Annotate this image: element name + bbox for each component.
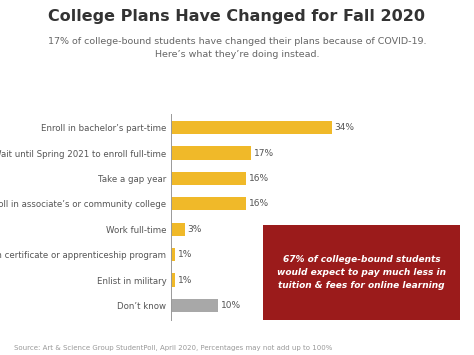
Text: 3%: 3% [188, 225, 202, 234]
Text: 17%: 17% [254, 148, 274, 158]
Text: Source: Art & Science Group StudentPoll, April 2020, Percentages may not add up : Source: Art & Science Group StudentPoll,… [14, 345, 333, 351]
Text: 67% of college-bound students
would expect to pay much less in
tuition & fees fo: 67% of college-bound students would expe… [277, 255, 446, 290]
Bar [171, 197, 246, 211]
Text: 1%: 1% [178, 275, 192, 285]
Text: 34%: 34% [335, 123, 355, 132]
Bar [171, 121, 332, 134]
Bar [171, 299, 218, 312]
Bar [171, 273, 175, 287]
Text: 17% of college-bound students have changed their plans because of COVID-19.
Here: 17% of college-bound students have chang… [48, 37, 426, 59]
Text: College Plans Have Changed for Fall 2020: College Plans Have Changed for Fall 2020 [48, 9, 426, 24]
Bar [171, 172, 246, 185]
Text: 16%: 16% [249, 174, 269, 183]
Bar [171, 223, 185, 236]
Text: 16%: 16% [249, 200, 269, 208]
Text: 10%: 10% [221, 301, 241, 310]
Bar [171, 248, 175, 261]
Bar [171, 146, 251, 160]
Text: 1%: 1% [178, 250, 192, 259]
